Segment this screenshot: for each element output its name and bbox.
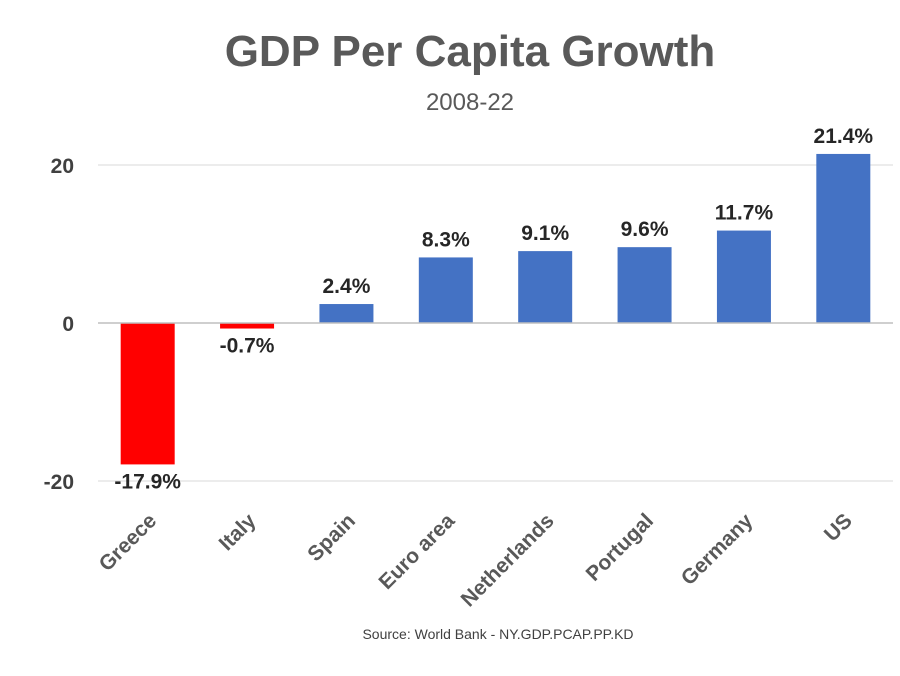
source-note: Source: World Bank - NY.GDP.PCAP.PP.KD — [362, 626, 633, 642]
data-label: 9.1% — [521, 222, 569, 245]
data-label: -0.7% — [220, 335, 275, 358]
bar-spain — [319, 304, 374, 323]
bar-us — [816, 153, 871, 323]
data-label: 11.7% — [715, 202, 774, 225]
y-tick-label: -20 — [44, 471, 74, 494]
data-label: 2.4% — [323, 275, 371, 298]
x-tick-label: Spain — [303, 509, 360, 566]
x-tick-label: Netherlands — [457, 509, 559, 611]
data-label: 8.3% — [422, 228, 470, 251]
y-axis-tick-labels: 20 0 -20 — [44, 155, 74, 494]
x-tick-label: Euro area — [375, 509, 460, 594]
data-label: 21.4% — [814, 125, 874, 148]
data-label: -17.9% — [114, 470, 181, 493]
y-tick-label: 20 — [51, 155, 74, 178]
bar-greece — [120, 323, 175, 465]
bar-portugal — [617, 247, 672, 323]
bars — [120, 153, 871, 465]
x-tick-label: Greece — [95, 509, 162, 576]
bar-euro-area — [418, 257, 473, 323]
x-tick-label: Portugal — [582, 509, 658, 585]
data-labels: -17.9% -0.7% 2.4% 8.3% 9.1% 9.6% 11.7% 21.4% — [114, 125, 873, 493]
data-label: 9.6% — [621, 218, 669, 241]
y-tick-label: 0 — [62, 313, 74, 336]
x-tick-label: Italy — [215, 509, 261, 555]
gridlines — [98, 164, 893, 482]
chart-title: GDP Per Capita Growth — [225, 27, 716, 76]
bar-germany — [716, 230, 771, 323]
x-tick-label: Germany — [677, 509, 758, 590]
bar-italy — [220, 323, 275, 329]
chart-subtitle: 2008-22 — [426, 89, 514, 116]
bar-netherlands — [518, 251, 573, 323]
x-tick-label: US — [820, 509, 857, 546]
